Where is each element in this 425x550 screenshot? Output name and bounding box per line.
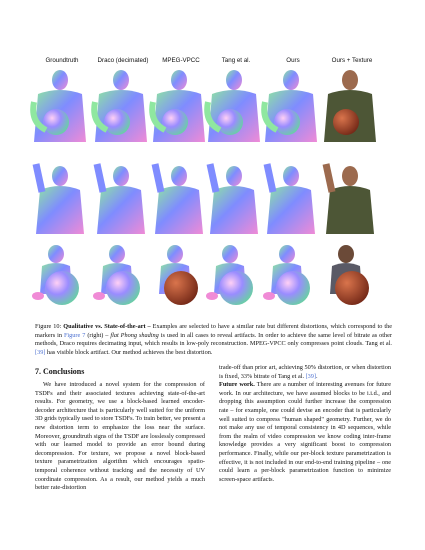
render-tang-3 [206,245,253,305]
figure-7-link[interactable]: Figure 7 [63,331,86,339]
render-tang-1 [207,70,260,142]
render-ours-1 [264,70,317,142]
caption-text-3: is used in all cases to reveal artifacts… [35,331,393,348]
render-groundtruth-1 [33,70,86,142]
render-draco-2 [97,164,145,234]
caption-label: Figure 10: [35,323,62,330]
render-groundtruth-2 [36,164,84,234]
future-work-paragraph: Future work. There are a number of inter… [219,381,391,484]
column-header-mpeg-vpcc: MPEG-VPCC [162,57,200,64]
render-ours-3 [263,245,310,305]
column-header-ours-texture: Ours + Texture [331,57,373,64]
caption-text-2: (right) – [85,331,111,339]
column-header-ours: Ours [286,57,300,64]
future-work-text: There are a number of interesting avenue… [219,381,391,483]
citation-39-link[interactable]: [39] [35,348,46,356]
caption-title: Qualitative vs. State-of-the-art – [63,323,151,330]
render-groundtruth-3 [32,245,79,305]
caption-flat-shading: flat Phong shading [110,331,159,339]
render-mpeg-1 [152,70,205,142]
section-title: 7. Conclusions [35,367,85,376]
caption-text-1: Examples are selected to have a similar … [35,323,392,339]
render-ours-texture-3 [330,245,369,305]
future-work-heading: Future work. [219,381,255,389]
citation-39-link-2[interactable]: [39] [305,372,316,380]
left-column: We have introduced a novel system for th… [35,381,205,493]
render-draco-3 [93,245,140,305]
column-header-groundtruth: Groundtruth [45,57,79,64]
right-column: trade-off than prior art, achieving 50% … [219,364,391,484]
row-2-renders [36,164,374,234]
tradeoff-text: trade-off than prior art, achieving 50% … [219,364,391,380]
render-ours-texture-1 [324,70,376,142]
render-ours-texture-2 [322,163,374,234]
tradeoff-paragraph: trade-off than prior art, achieving 50% … [219,364,391,381]
conclusions-paragraph: We have introduced a novel system for th… [35,381,205,492]
render-ours-2 [267,164,315,234]
column-header-tang: Tang et al. [221,57,251,64]
render-mpeg-3 [159,245,198,305]
caption-text-4: has visible block artifact. Our method a… [45,348,213,356]
render-tang-2 [210,164,258,234]
column-header-draco: Draco (decimated) [97,57,149,64]
row-1-renders [33,70,376,142]
tradeoff-end: . [316,372,318,380]
render-draco-1 [94,70,147,142]
render-mpeg-2 [155,164,203,234]
figure-caption: Figure 10: Qualitative vs. State-of-the-… [35,323,392,357]
comparison-figure [0,0,376,305]
row-3-renders [32,245,369,305]
